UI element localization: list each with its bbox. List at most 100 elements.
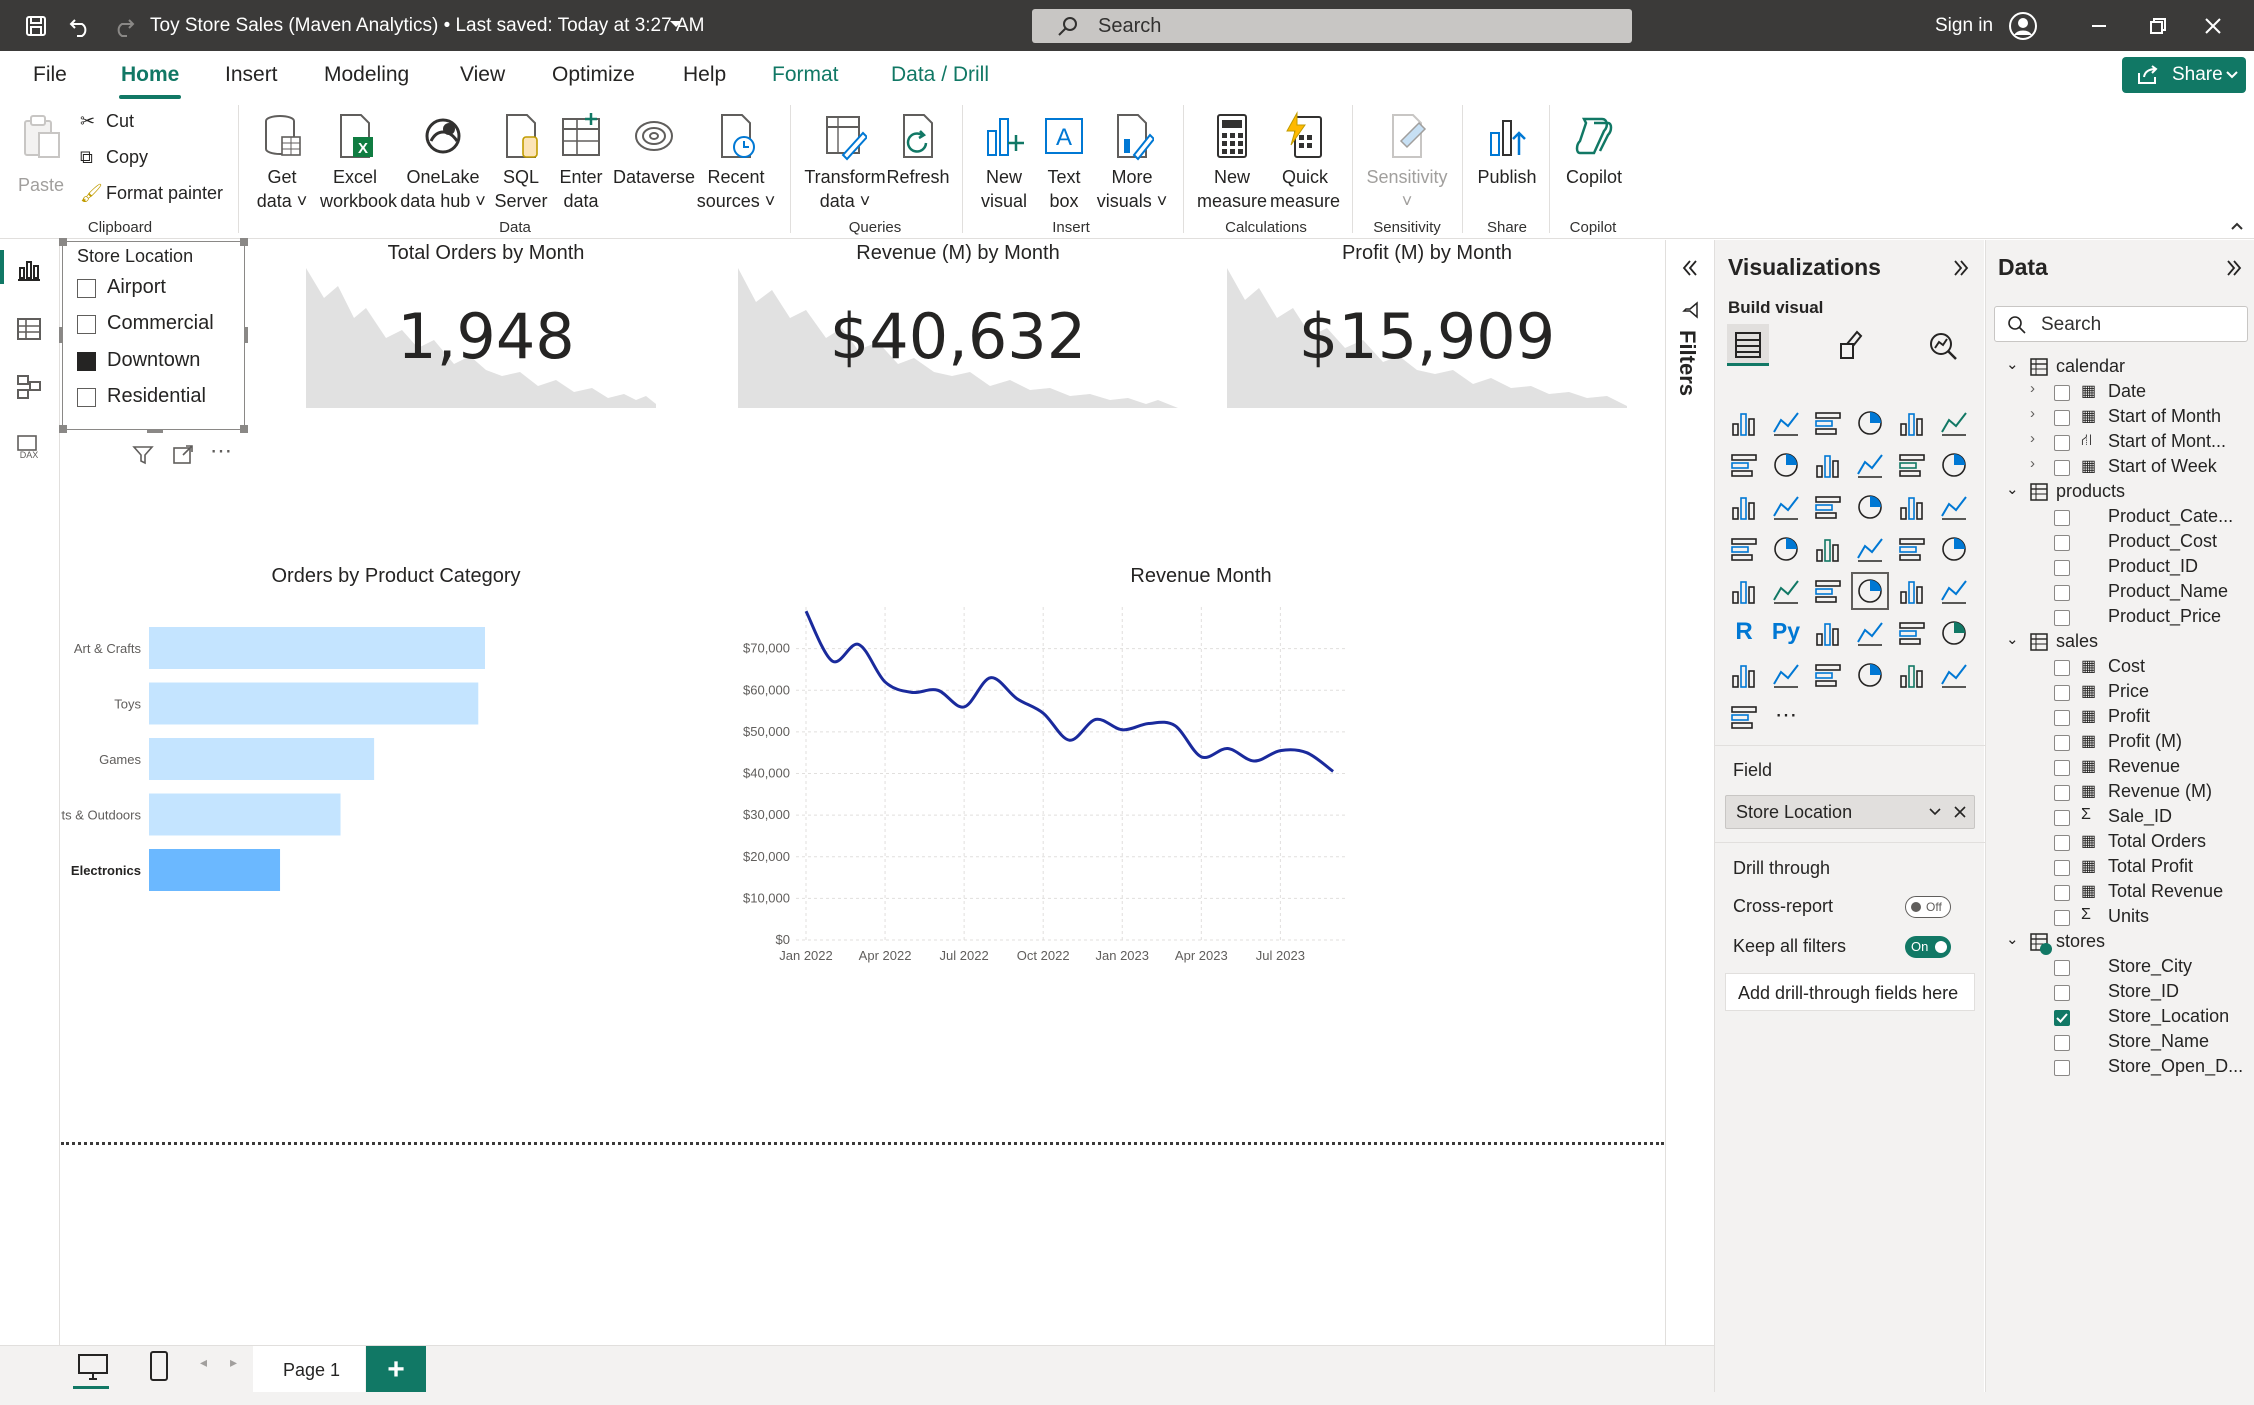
field-item[interactable]: › ▦ Start of Week bbox=[1986, 455, 2254, 481]
checkbox[interactable] bbox=[77, 315, 96, 334]
onelake-button[interactable]: OneLake data hub ˅ bbox=[400, 111, 486, 213]
close-icon[interactable] bbox=[2199, 12, 2227, 40]
enter-data-button[interactable]: Enter data bbox=[556, 111, 606, 213]
more-options-icon[interactable]: ⋯ bbox=[210, 438, 232, 463]
collapse-ribbon-icon[interactable] bbox=[2230, 221, 2244, 231]
dataverse-button[interactable]: Dataverse bbox=[610, 111, 698, 189]
tab-data-drill[interactable]: Data / Drill bbox=[891, 63, 990, 86]
field-item[interactable]: ▦ Total Orders bbox=[1986, 831, 2254, 856]
tab-modeling[interactable]: Modeling bbox=[324, 63, 410, 86]
refresh-button[interactable]: Refresh bbox=[886, 111, 950, 189]
table-view-icon[interactable] bbox=[16, 316, 42, 342]
new-visual-button[interactable]: New visual bbox=[974, 111, 1034, 213]
field-item[interactable]: Store_Name bbox=[1986, 1031, 2254, 1056]
viz-table-icon[interactable] bbox=[1897, 576, 1927, 606]
viz-decomposition-tree-icon[interactable] bbox=[1855, 618, 1885, 648]
bar[interactable] bbox=[149, 682, 479, 725]
field-item[interactable]: ▦ Revenue bbox=[1986, 756, 2254, 781]
resize-handle[interactable] bbox=[59, 425, 67, 433]
table-node-products[interactable]: ⌄ products bbox=[1986, 481, 2254, 506]
viz-map-icon[interactable] bbox=[1771, 534, 1801, 564]
bar[interactable] bbox=[149, 738, 375, 780]
bar[interactable] bbox=[149, 627, 485, 669]
viz-clustered-bar-icon[interactable] bbox=[1813, 408, 1843, 438]
viz-card-icon[interactable] bbox=[1729, 576, 1759, 606]
viz-donut-icon[interactable] bbox=[1939, 492, 1969, 522]
field-checkbox[interactable] bbox=[2054, 385, 2070, 401]
viz-goals-icon[interactable] bbox=[1729, 660, 1759, 690]
report-view-icon[interactable] bbox=[16, 256, 42, 282]
viz-funnel-icon[interactable] bbox=[1813, 492, 1843, 522]
chevron-right-icon[interactable]: › bbox=[2030, 455, 2035, 472]
resize-handle[interactable] bbox=[147, 429, 163, 433]
format-painter-button[interactable]: 🖌 Format painter bbox=[80, 183, 223, 204]
table-node-sales[interactable]: ⌄ sales bbox=[1986, 631, 2254, 656]
transform-data-button[interactable]: Transform data ˅ bbox=[800, 111, 890, 213]
tab-home[interactable]: Home bbox=[121, 63, 180, 86]
field-checkbox[interactable] bbox=[2054, 510, 2070, 526]
table-node-stores[interactable]: ⌄ stores bbox=[1986, 931, 2254, 956]
publish-button[interactable]: Publish bbox=[1472, 111, 1542, 189]
analytics-icon[interactable] bbox=[1927, 330, 1959, 362]
viz-stacked-column-icon[interactable] bbox=[1771, 408, 1801, 438]
restore-icon[interactable] bbox=[2144, 12, 2172, 40]
field-item[interactable]: Store_City bbox=[1986, 956, 2254, 981]
field-checkbox[interactable] bbox=[2054, 610, 2070, 626]
tab-help[interactable]: Help bbox=[683, 63, 727, 86]
tab-file[interactable]: File bbox=[33, 63, 67, 86]
field-checkbox[interactable] bbox=[2054, 535, 2070, 551]
viz-filled-map-icon[interactable] bbox=[1813, 534, 1843, 564]
chevron-right-icon[interactable]: › bbox=[2030, 380, 2035, 397]
collapse-chevrons-icon[interactable] bbox=[2224, 258, 2244, 278]
remove-field-icon[interactable] bbox=[1954, 806, 1966, 818]
more-visuals-button[interactable]: More visuals ˅ bbox=[1096, 111, 1168, 213]
field-item[interactable]: Σ Sale_ID bbox=[1986, 806, 2254, 831]
field-checkbox[interactable] bbox=[2054, 410, 2070, 426]
kpi-card-orders[interactable]: Total Orders by Month 1,948 bbox=[301, 240, 721, 430]
redo-icon[interactable] bbox=[110, 12, 138, 40]
field-checkbox[interactable] bbox=[2054, 860, 2070, 876]
field-checkbox[interactable] bbox=[2054, 985, 2070, 1001]
kpi-card-revenue[interactable]: Revenue (M) by Month $40,632 bbox=[738, 240, 1178, 430]
resize-handle[interactable] bbox=[59, 238, 67, 246]
viz-power-automate-icon[interactable] bbox=[1855, 660, 1885, 690]
field-item[interactable]: ▦ Cost bbox=[1986, 656, 2254, 681]
chevron-down-icon[interactable]: ⌄ bbox=[2006, 631, 2019, 648]
chevron-down-icon[interactable]: ⌄ bbox=[2006, 931, 2019, 948]
field-item[interactable]: Product_Price bbox=[1986, 606, 2254, 631]
field-item[interactable]: Store_ID bbox=[1986, 981, 2254, 1006]
format-visual-icon[interactable] bbox=[1835, 330, 1867, 362]
viz-matrix-icon[interactable] bbox=[1939, 576, 1969, 606]
collapse-chevrons-icon[interactable] bbox=[1951, 258, 1971, 278]
field-item[interactable]: ▦ Revenue (M) bbox=[1986, 781, 2254, 806]
viz-treemap-icon[interactable] bbox=[1729, 534, 1759, 564]
page-tab-page-1[interactable]: Page 1 bbox=[253, 1346, 365, 1396]
recent-sources-button[interactable]: Recent sources ˅ bbox=[696, 111, 776, 213]
sign-in-link[interactable]: Sign in bbox=[1935, 15, 1994, 36]
viz-multi-row-card-icon[interactable] bbox=[1771, 576, 1801, 606]
viz-narrative-icon[interactable] bbox=[1939, 660, 1969, 690]
orders-by-category-chart[interactable]: Orders by Product Category Art & Crafts T… bbox=[61, 565, 711, 985]
field-item[interactable]: Store_Open_D... bbox=[1986, 1056, 2254, 1081]
field-checkbox[interactable] bbox=[2054, 735, 2070, 751]
prev-page-icon[interactable]: ◂ bbox=[200, 1354, 208, 1370]
viz-key-influencers-icon[interactable] bbox=[1813, 618, 1843, 648]
search-input[interactable]: Search bbox=[1032, 9, 1632, 43]
tab-optimize[interactable]: Optimize bbox=[552, 63, 635, 86]
copilot-button[interactable]: Copilot bbox=[1558, 111, 1630, 189]
viz-line-column-icon[interactable] bbox=[1897, 450, 1927, 480]
viz-python-icon[interactable]: Py bbox=[1771, 618, 1801, 644]
viz-line-clustered-column-icon[interactable] bbox=[1939, 450, 1969, 480]
filter-icon[interactable] bbox=[131, 443, 155, 467]
field-item[interactable]: Σ Units bbox=[1986, 906, 2254, 931]
resize-handle[interactable] bbox=[240, 425, 248, 433]
chevron-right-icon[interactable]: › bbox=[2030, 430, 2035, 447]
minimize-icon[interactable] bbox=[2085, 12, 2113, 40]
field-checkbox[interactable] bbox=[2054, 810, 2070, 826]
bar[interactable] bbox=[149, 849, 281, 891]
checkbox-checked[interactable] bbox=[77, 352, 96, 371]
share-button[interactable]: Share bbox=[2122, 57, 2246, 93]
field-item[interactable]: Product_Cate... bbox=[1986, 506, 2254, 531]
dax-query-view-icon[interactable]: DAX bbox=[14, 434, 44, 460]
chevron-down-icon[interactable]: ⌄ bbox=[2006, 356, 2019, 373]
